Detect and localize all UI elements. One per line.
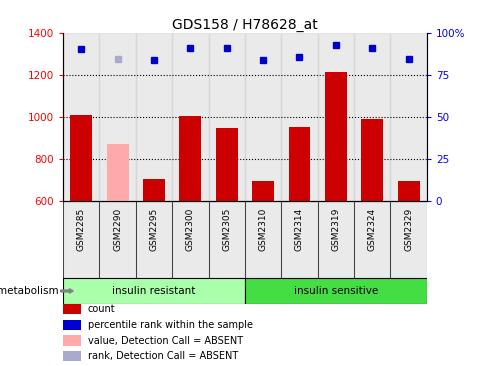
Bar: [208, 201, 244, 278]
Bar: [179, 116, 201, 201]
Bar: [172, 33, 208, 201]
Bar: [244, 278, 426, 304]
Bar: [324, 72, 346, 201]
Bar: [208, 33, 244, 201]
Bar: [215, 128, 237, 201]
Text: GSM2329: GSM2329: [403, 208, 412, 251]
Text: GSM2319: GSM2319: [331, 208, 340, 251]
Bar: [252, 181, 273, 201]
Text: GSM2300: GSM2300: [185, 208, 195, 251]
FancyBboxPatch shape: [63, 351, 80, 361]
Bar: [288, 127, 310, 201]
Text: GSM2295: GSM2295: [149, 208, 158, 251]
Text: GSM2290: GSM2290: [113, 208, 122, 251]
Bar: [70, 115, 92, 201]
Bar: [63, 33, 99, 201]
Bar: [99, 201, 136, 278]
Bar: [106, 145, 128, 201]
Bar: [390, 33, 426, 201]
Bar: [353, 33, 390, 201]
FancyBboxPatch shape: [63, 304, 80, 314]
Bar: [353, 201, 390, 278]
Bar: [99, 33, 136, 201]
Bar: [63, 278, 244, 304]
FancyBboxPatch shape: [63, 320, 80, 330]
Bar: [143, 179, 165, 201]
Text: percentile rank within the sample: percentile rank within the sample: [88, 320, 252, 330]
Bar: [172, 201, 208, 278]
Text: rank, Detection Call = ABSENT: rank, Detection Call = ABSENT: [88, 351, 238, 361]
Bar: [136, 33, 172, 201]
Bar: [244, 201, 281, 278]
Text: GSM2305: GSM2305: [222, 208, 231, 251]
Bar: [390, 201, 426, 278]
Bar: [397, 181, 419, 201]
Bar: [244, 33, 281, 201]
Text: insulin sensitive: insulin sensitive: [293, 286, 377, 296]
Text: GSM2285: GSM2285: [76, 208, 86, 251]
FancyBboxPatch shape: [63, 335, 80, 346]
Text: insulin resistant: insulin resistant: [112, 286, 195, 296]
Text: GSM2314: GSM2314: [294, 208, 303, 251]
Bar: [361, 119, 382, 201]
Text: GSM2324: GSM2324: [367, 208, 376, 251]
Text: value, Detection Call = ABSENT: value, Detection Call = ABSENT: [88, 336, 242, 346]
Text: metabolism: metabolism: [0, 286, 58, 296]
Title: GDS158 / H78628_at: GDS158 / H78628_at: [172, 18, 317, 32]
Bar: [317, 33, 353, 201]
Text: count: count: [88, 304, 115, 314]
Bar: [281, 201, 317, 278]
Bar: [281, 33, 317, 201]
Bar: [136, 201, 172, 278]
Text: GSM2310: GSM2310: [258, 208, 267, 251]
Bar: [63, 201, 99, 278]
Bar: [317, 201, 353, 278]
